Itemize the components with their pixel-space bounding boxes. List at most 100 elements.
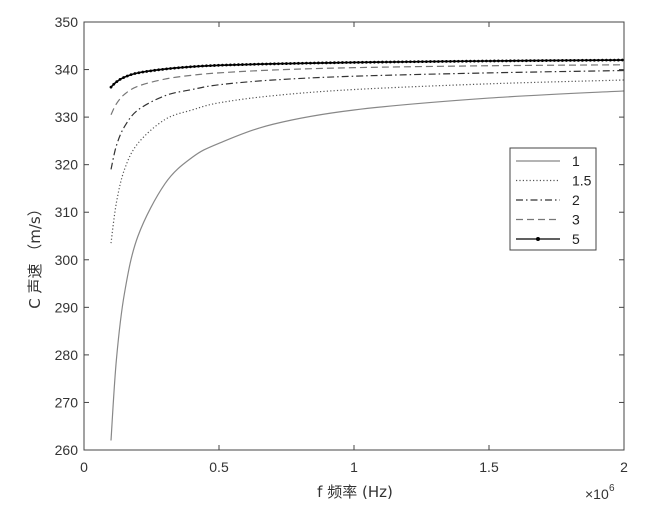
- series-marker: [233, 63, 236, 67]
- y-tick-label: 290: [55, 299, 79, 315]
- series-marker: [448, 59, 452, 63]
- series-marker: [377, 60, 380, 64]
- series-marker: [445, 59, 448, 63]
- series-marker: [576, 58, 580, 62]
- series-marker: [484, 59, 488, 63]
- series-marker: [532, 59, 536, 63]
- y-tick-label: 260: [55, 442, 79, 458]
- legend-entry: 5: [516, 231, 580, 247]
- series-marker: [153, 68, 157, 72]
- series-marker: [520, 59, 524, 63]
- legend-label: 5: [572, 231, 580, 247]
- series-marker: [508, 59, 512, 63]
- series-marker: [468, 59, 472, 63]
- series-marker: [161, 67, 165, 71]
- series-marker: [540, 59, 544, 62]
- series-marker: [221, 63, 224, 67]
- series-marker: [353, 61, 356, 64]
- svg-text:6: 6: [609, 483, 615, 494]
- series-marker: [122, 76, 126, 79]
- series-marker: [397, 60, 400, 64]
- series-marker: [620, 58, 624, 62]
- series-marker: [413, 60, 416, 64]
- series-1.5: [110, 79, 625, 244]
- series-marker: [504, 59, 508, 63]
- series-marker: [373, 60, 376, 64]
- y-tick-label: 310: [55, 204, 79, 220]
- series-marker: [349, 61, 352, 64]
- series-marker: [205, 64, 208, 68]
- y-tick-label: 320: [55, 157, 79, 173]
- series-marker: [112, 82, 116, 86]
- series-marker: [209, 64, 212, 68]
- y-tick-label: 280: [55, 347, 79, 363]
- x-tick-label: 0: [80, 459, 88, 475]
- series-marker: [217, 63, 220, 67]
- series-marker: [297, 61, 300, 65]
- series-marker: [333, 61, 336, 65]
- y-tick-label: 330: [55, 109, 79, 125]
- series-marker: [476, 59, 480, 63]
- plot-area: [109, 58, 625, 441]
- series-marker: [421, 60, 424, 64]
- series-marker: [528, 59, 532, 63]
- series-marker: [261, 62, 264, 66]
- series-1: [110, 90, 625, 441]
- series-marker: [496, 59, 500, 63]
- legend-label: 1.5: [572, 173, 592, 189]
- y-tick-label: 270: [55, 394, 79, 410]
- series-marker: [313, 61, 316, 65]
- series-marker: [301, 61, 304, 65]
- series-marker: [548, 59, 552, 62]
- series-marker: [193, 65, 196, 68]
- series-marker: [381, 60, 384, 64]
- y-tick-label: 300: [55, 252, 79, 268]
- series-marker: [189, 65, 192, 69]
- series-marker: [181, 66, 184, 69]
- legend-label: 1: [572, 153, 580, 169]
- x-tick-label: 1: [350, 459, 358, 475]
- series-marker: [165, 67, 168, 71]
- series-marker: [289, 62, 292, 65]
- series-marker: [616, 58, 620, 62]
- series-marker: [118, 77, 122, 81]
- series-marker: [580, 58, 584, 62]
- series-marker: [596, 58, 600, 62]
- series-marker: [524, 59, 528, 63]
- series-marker: [425, 60, 428, 63]
- series-marker: [141, 70, 145, 74]
- series-marker: [441, 60, 444, 63]
- series-marker: [177, 66, 180, 70]
- series-line: [110, 79, 625, 244]
- series-marker: [115, 80, 119, 84]
- series-marker: [365, 60, 368, 64]
- legend-box: [509, 147, 597, 251]
- series-line: [110, 69, 625, 170]
- series-marker: [145, 70, 149, 73]
- series-marker: [572, 58, 576, 62]
- series-line: [110, 59, 625, 88]
- x-tick-label: 2: [620, 459, 628, 475]
- legend-entry: 2: [516, 192, 580, 208]
- legend-label: 3: [572, 212, 580, 228]
- series-marker: [389, 60, 392, 64]
- series-marker: [173, 66, 176, 70]
- series-marker: [285, 62, 288, 65]
- series-marker: [169, 67, 172, 70]
- x-exponent: ×10 6: [585, 483, 615, 502]
- series-marker: [492, 59, 496, 63]
- series-marker: [237, 63, 240, 67]
- series-marker: [600, 58, 604, 62]
- series-marker: [480, 59, 484, 63]
- series-marker: [385, 60, 388, 64]
- series-marker: [456, 59, 460, 63]
- series-marker: [568, 58, 572, 62]
- series-line: [110, 64, 625, 115]
- series-marker: [253, 62, 256, 66]
- series-marker: [269, 62, 272, 66]
- legend-marker: [536, 237, 540, 241]
- series-marker: [452, 59, 456, 63]
- series-marker: [201, 64, 204, 68]
- series-marker: [257, 62, 260, 66]
